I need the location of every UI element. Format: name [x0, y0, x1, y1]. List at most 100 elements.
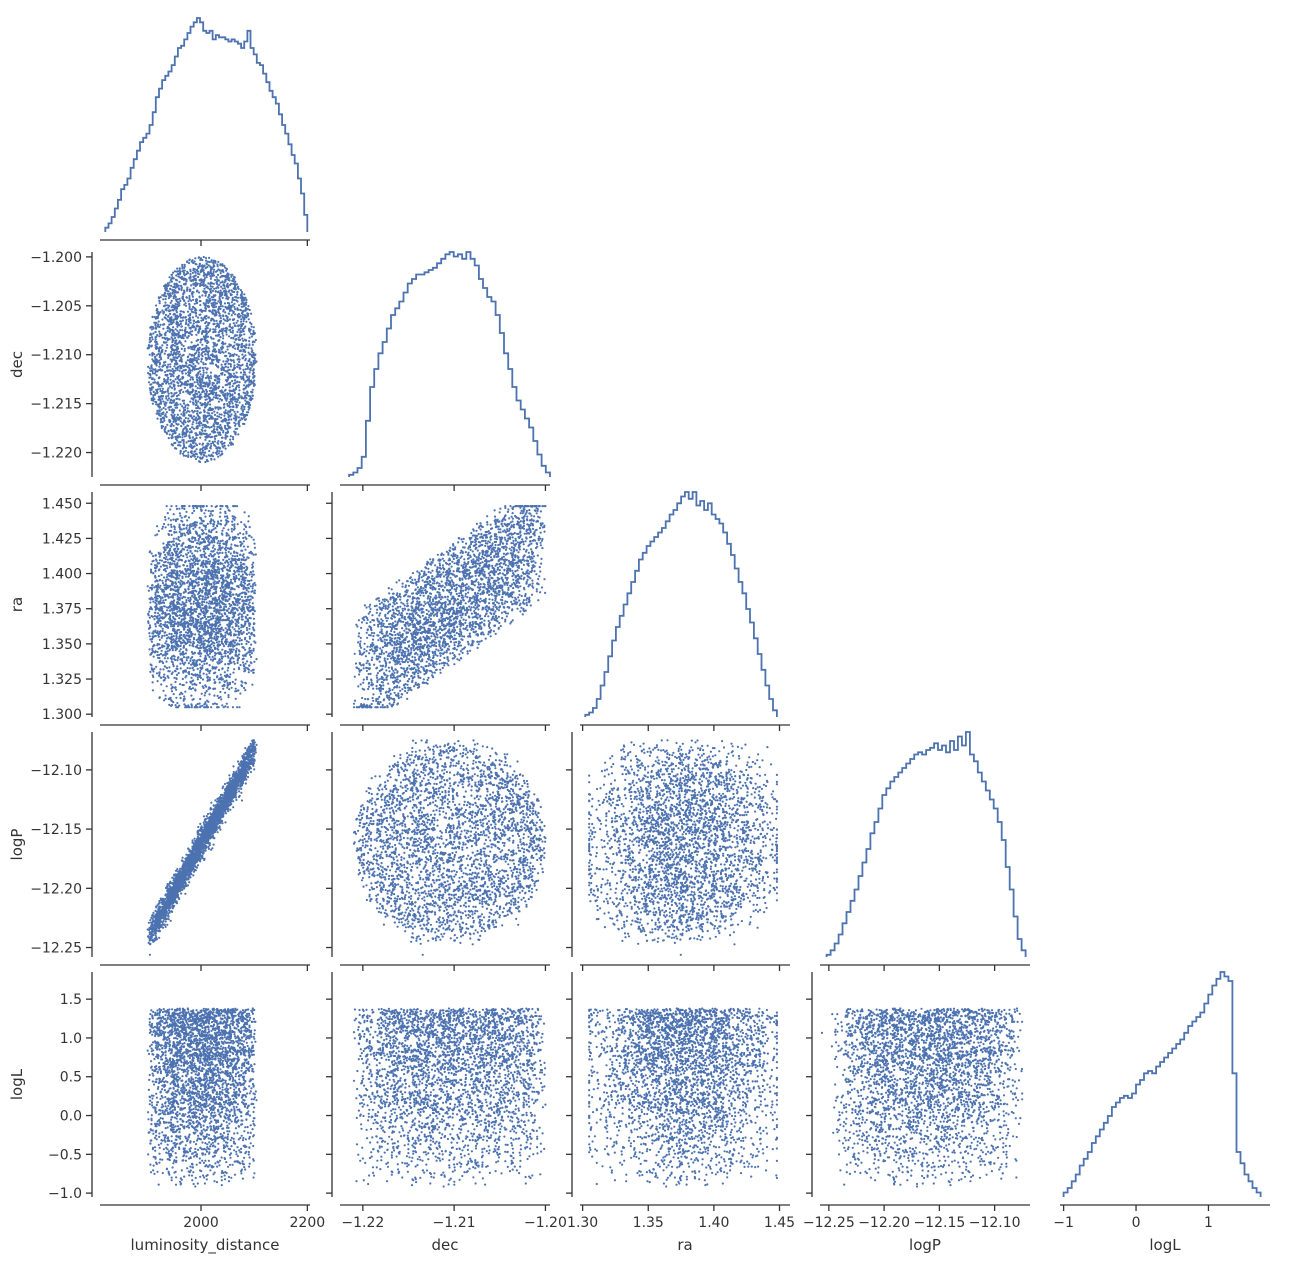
scatter-point: [243, 345, 245, 347]
scatter-point: [165, 694, 167, 696]
scatter-point: [195, 334, 197, 336]
scatter-point: [190, 300, 192, 302]
scatter-point: [187, 454, 189, 456]
scatter-point: [218, 339, 220, 341]
scatter-point: [192, 384, 194, 386]
scatter-point: [253, 618, 255, 620]
scatter-point: [185, 430, 187, 432]
scatter-point: [235, 288, 237, 290]
scatter-point: [181, 371, 183, 373]
scatter-point: [181, 361, 183, 363]
scatter-point: [180, 425, 182, 427]
scatter-point: [180, 554, 182, 556]
scatter-point: [248, 617, 250, 619]
scatter-point: [247, 347, 249, 349]
scatter-point: [224, 343, 226, 345]
scatter-point: [240, 372, 242, 374]
scatter-point: [154, 358, 156, 360]
scatter-point: [205, 262, 207, 264]
scatter-point: [251, 351, 253, 353]
scatter-point: [245, 301, 247, 303]
scatter-point: [158, 675, 160, 677]
scatter-point: [163, 323, 165, 325]
scatter-point: [169, 373, 171, 375]
scatter-point: [177, 322, 179, 324]
scatter-point: [225, 289, 227, 291]
scatter-point: [155, 389, 157, 391]
scatter-point: [225, 400, 227, 402]
scatter-point: [177, 346, 179, 348]
scatter-point: [162, 328, 164, 330]
scatter-point: [238, 420, 240, 422]
scatter-point: [173, 394, 175, 396]
scatter-point: [218, 284, 220, 286]
scatter-point: [233, 306, 235, 308]
scatter-point: [207, 558, 209, 560]
scatter-point: [227, 419, 229, 421]
scatter-point: [175, 307, 177, 309]
scatter-point: [225, 351, 227, 353]
scatter-point: [179, 614, 181, 616]
scatter-point: [213, 679, 215, 681]
scatter-point: [183, 300, 185, 302]
scatter-point: [184, 350, 186, 352]
scatter-point: [174, 388, 176, 390]
scatter-point: [217, 291, 219, 293]
scatter-point: [189, 386, 191, 388]
scatter-point: [193, 322, 195, 324]
scatter-point: [201, 338, 203, 340]
scatter-point: [224, 287, 226, 289]
scatter-point: [183, 440, 185, 442]
scatter-point: [167, 559, 169, 561]
scatter-point: [238, 653, 240, 655]
scatter-point: [166, 337, 168, 339]
scatter-point: [185, 296, 187, 298]
scatter-point: [218, 416, 220, 418]
scatter-point: [209, 266, 211, 268]
scatter-point: [234, 392, 236, 394]
scatter-point: [253, 326, 255, 328]
scatter-point: [175, 274, 177, 276]
scatter-point: [192, 455, 194, 457]
scatter-point: [231, 375, 233, 377]
scatter-point: [245, 347, 247, 349]
scatter-point: [228, 308, 230, 310]
scatter-point: [243, 384, 245, 386]
scatter-point: [216, 449, 218, 451]
scatter-point: [248, 375, 250, 377]
scatter-point: [182, 319, 184, 321]
scatter-point: [251, 567, 253, 569]
scatter-point: [218, 315, 220, 317]
y-axis-label: dec: [8, 351, 26, 378]
scatter-point: [204, 439, 206, 441]
scatter-point: [220, 320, 222, 322]
scatter-point: [205, 357, 207, 359]
scatter-point: [196, 376, 198, 378]
scatter-point: [161, 408, 163, 410]
scatter-point: [179, 515, 181, 517]
scatter-point: [198, 352, 200, 354]
scatter-point: [232, 409, 234, 411]
scatter-point: [214, 418, 216, 420]
scatter-point: [241, 354, 243, 356]
scatter-point: [220, 272, 222, 274]
scatter-point: [155, 304, 157, 306]
scatter-point: [247, 305, 249, 307]
scatter-point: [224, 302, 226, 304]
scatter-point: [159, 410, 161, 412]
scatter-point: [163, 381, 165, 383]
scatter-point: [187, 407, 189, 409]
scatter-point: [208, 555, 210, 557]
scatter-point: [210, 336, 212, 338]
scatter-point: [235, 428, 237, 430]
scatter-point: [198, 391, 200, 393]
scatter-point: [198, 330, 200, 332]
scatter-point: [232, 438, 234, 440]
scatter-point: [228, 313, 230, 315]
scatter-point: [216, 356, 218, 358]
scatter-point: [203, 265, 205, 267]
scatter-point: [225, 639, 227, 641]
scatter-point: [226, 333, 228, 335]
scatter-point: [205, 377, 207, 379]
scatter-point: [200, 373, 202, 375]
